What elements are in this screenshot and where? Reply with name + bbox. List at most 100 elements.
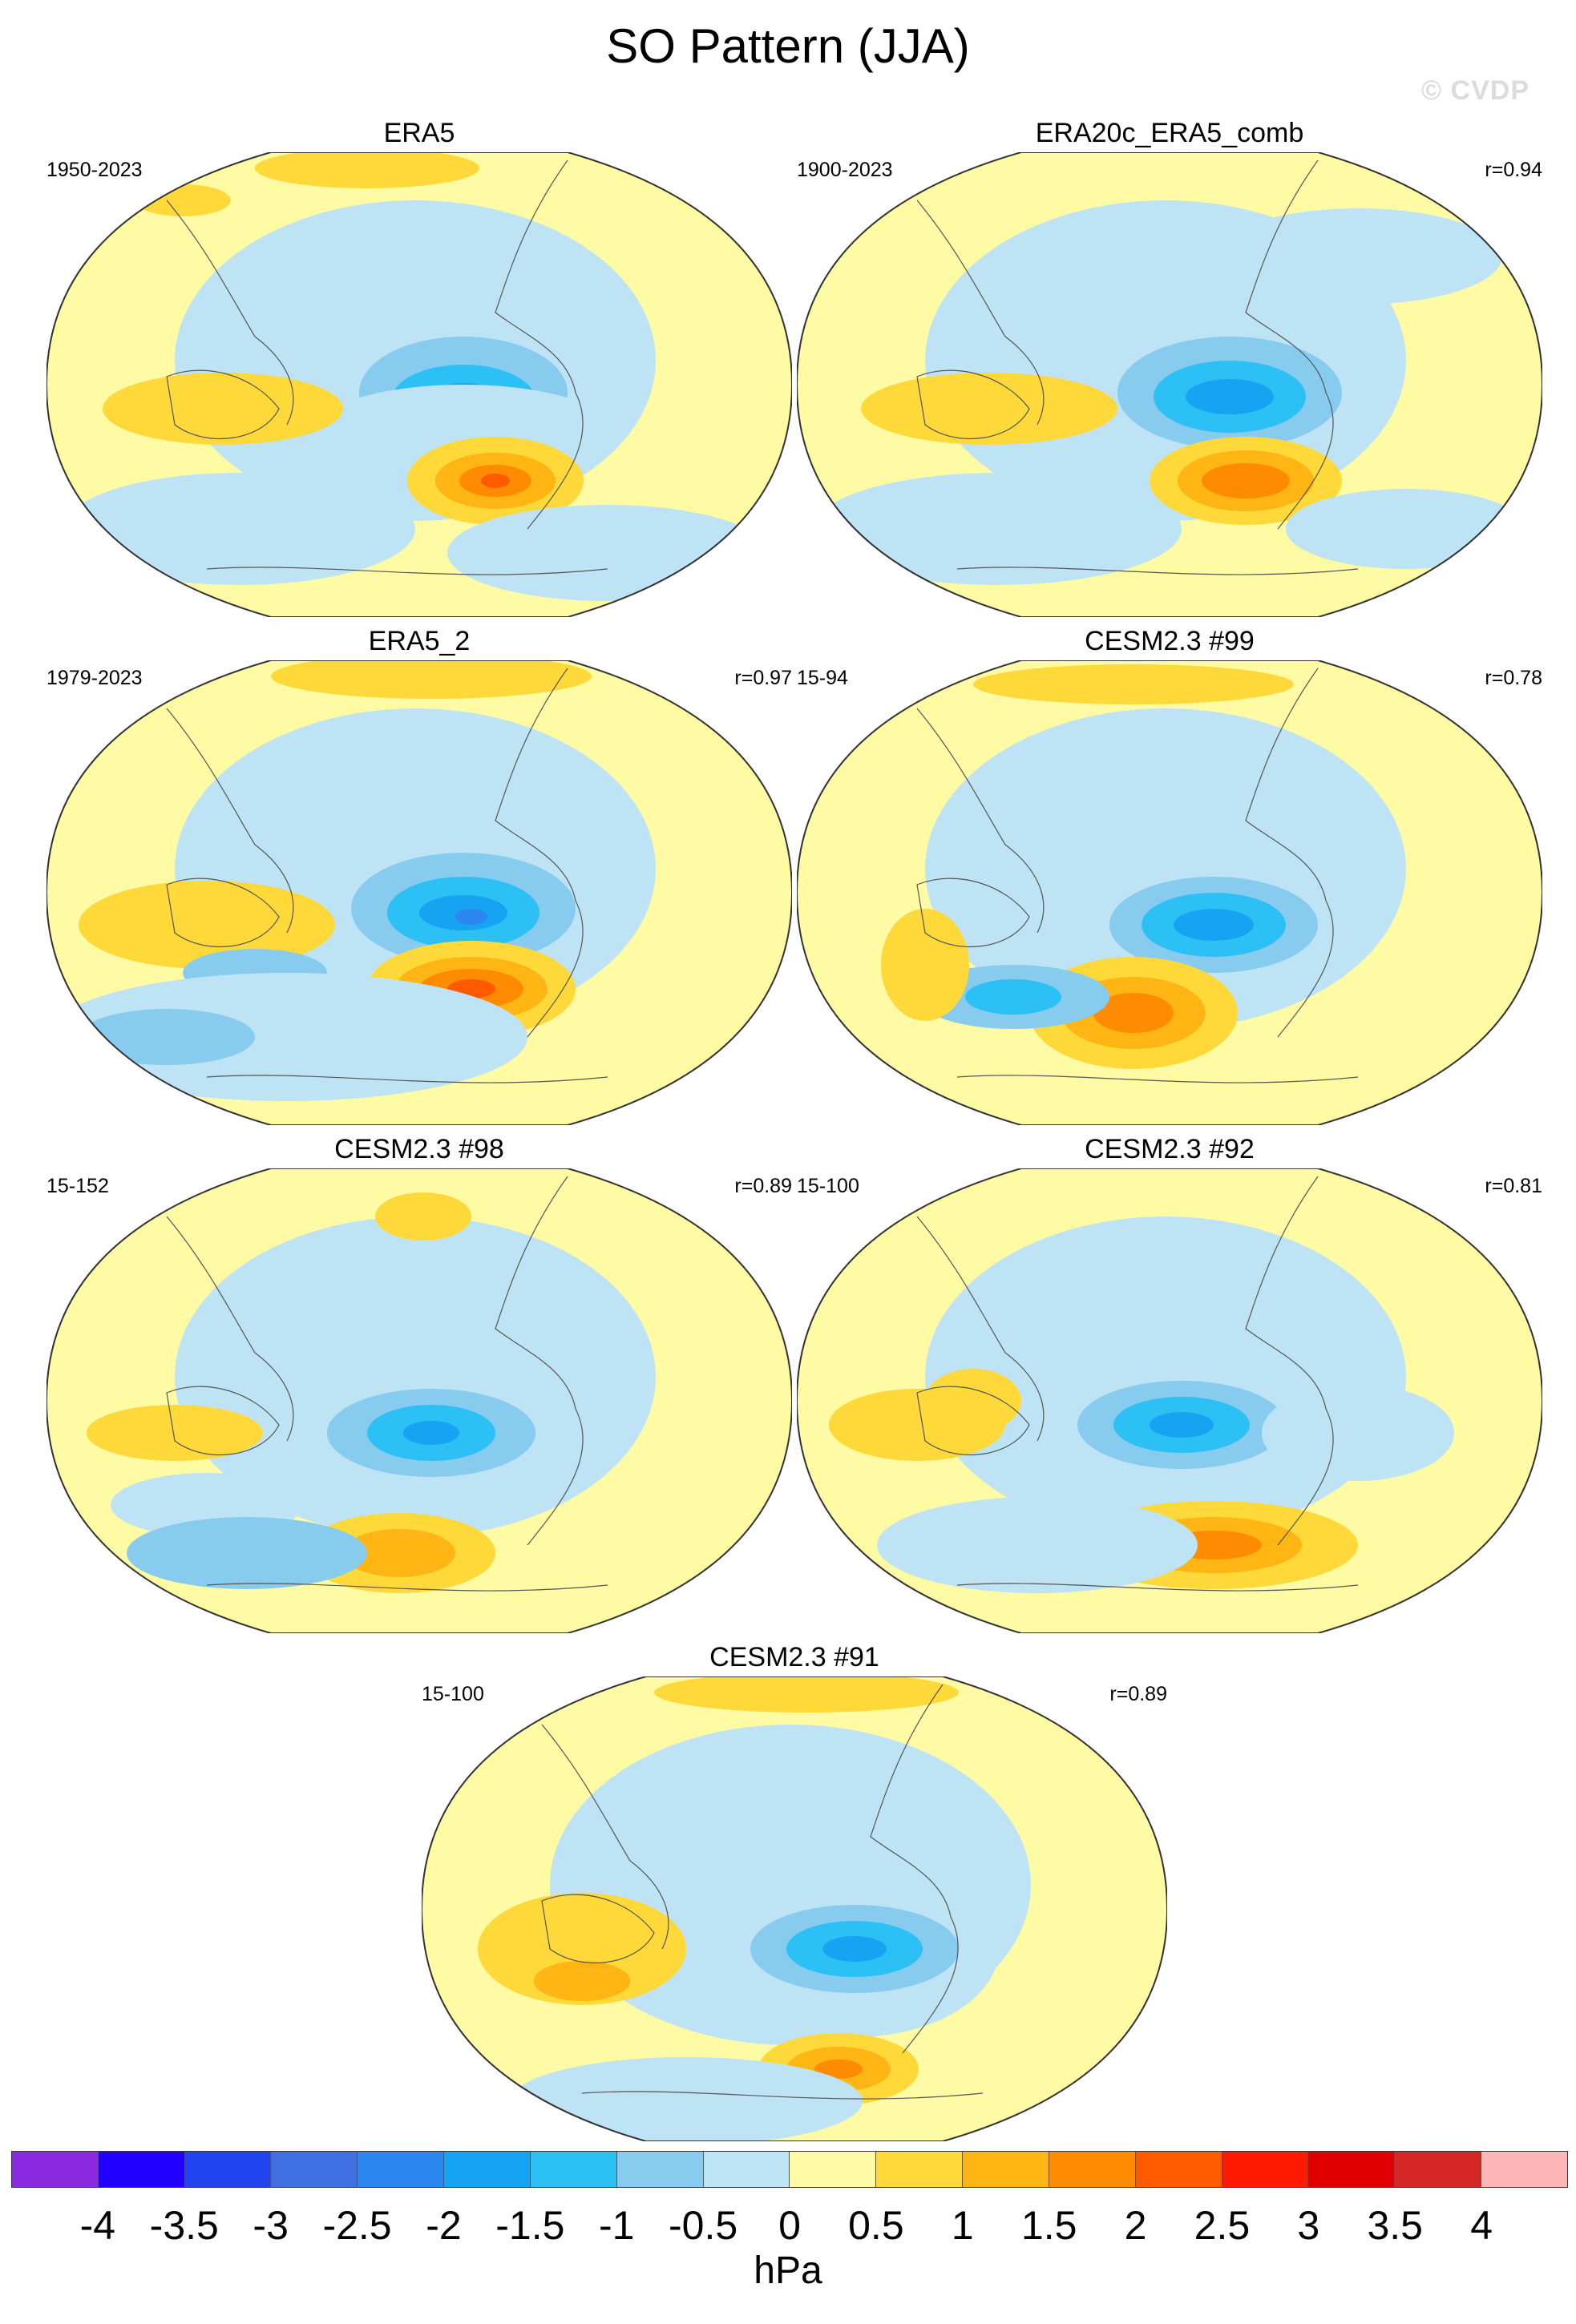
anomaly-contour	[87, 1405, 263, 1461]
anomaly-contour	[375, 1192, 471, 1241]
colorbar-tick-label: -2	[426, 2203, 462, 2248]
colorbar-tick-label: 2	[1124, 2203, 1147, 2248]
anomaly-contour	[481, 474, 510, 488]
anomaly-contour	[1262, 1385, 1454, 1481]
anomaly-contour	[813, 473, 1182, 585]
map-panel-1: ERA5 1950-2023	[46, 117, 792, 630]
colorbar-box	[444, 2152, 531, 2187]
panel-correlation: r=0.81	[1485, 1175, 1542, 1197]
anomaly-contour	[965, 979, 1061, 1015]
map-panel-2: ERA20c_ERA5_comb 1900-2023 r=0.94	[797, 117, 1542, 630]
map-outline	[46, 660, 792, 1125]
anomaly-contour	[103, 373, 343, 445]
panel-years: 15-100	[797, 1175, 859, 1197]
colorbar-box	[703, 2152, 790, 2187]
colorbar-tick-label: 0.5	[848, 2203, 904, 2248]
colorbar-box	[616, 2152, 704, 2187]
map-panel-4: CESM2.3 #99 15-94 r=0.78	[797, 625, 1542, 1138]
so-pattern-map	[46, 660, 792, 1125]
map-panel-5: CESM2.3 #98 15-152 r=0.89	[46, 1133, 792, 1646]
panel-correlation: r=0.89	[734, 1175, 792, 1197]
anomaly-contour	[654, 1676, 959, 1713]
colorbar-box	[530, 2152, 617, 2187]
anomaly-contour	[1214, 208, 1502, 305]
panel-correlation: r=0.94	[1485, 159, 1542, 181]
anomaly-contour	[135, 184, 231, 216]
map-outline	[797, 152, 1542, 617]
colorbar-box	[98, 2152, 185, 2187]
anomaly-contour	[510, 2057, 863, 2141]
panel-title: CESM2.3 #91	[709, 1642, 879, 1672]
colorbar-box	[358, 2152, 445, 2187]
anomaly-contour	[973, 664, 1294, 704]
anomaly-contour	[1093, 993, 1174, 1033]
panel-years: 15-152	[46, 1175, 109, 1197]
colorbar-tick-label: -2.5	[322, 2203, 392, 2248]
coastlines	[916, 1176, 1359, 1592]
anomaly-contour	[877, 1497, 1198, 1593]
colorbar-tick-label: 3.5	[1367, 2203, 1423, 2248]
anomaly-contour	[46, 973, 527, 1101]
so-pattern-map	[797, 1168, 1542, 1633]
anomaly-contour	[1174, 909, 1254, 941]
anomaly-contour	[1202, 463, 1290, 498]
colorbar-box	[12, 2152, 99, 2187]
panel-title: ERA20c_ERA5_comb	[1035, 118, 1304, 148]
anomaly-contour	[822, 1936, 887, 1962]
panel-title: CESM2.3 #98	[334, 1134, 504, 1164]
colorbar-box	[876, 2152, 964, 2187]
colorbar-box	[1222, 2152, 1309, 2187]
panel-years: 1950-2023	[46, 159, 143, 181]
anomaly-contour	[455, 909, 487, 925]
colorbar-tick-label: -1	[598, 2203, 635, 2248]
map-panel-3: ERA5_2 1979-2023 r=0.97	[46, 625, 792, 1138]
colorbar-tick-label: -4	[79, 2203, 116, 2248]
so-pattern-map	[797, 660, 1542, 1125]
anomaly-contour	[1186, 379, 1274, 414]
panel-years: 15-94	[797, 667, 848, 689]
anomaly-contour	[127, 1517, 367, 1589]
so-pattern-map	[46, 152, 792, 617]
colorbar-tick-label: 4	[1470, 2203, 1493, 2248]
anomaly-contour	[447, 505, 768, 601]
colorbar-box	[1481, 2152, 1567, 2187]
map-outline	[422, 1676, 1167, 2141]
anomaly-contour	[271, 660, 592, 699]
anomaly-contour	[925, 1369, 1021, 1433]
anomaly-contour	[1150, 1412, 1214, 1438]
colorbar-tick-label: 0	[778, 2203, 801, 2248]
coastlines	[166, 159, 608, 575]
colorbar	[11, 2151, 1568, 2188]
panel-correlation: r=0.89	[1109, 1683, 1167, 1705]
so-pattern-map	[46, 1168, 792, 1633]
map-panel-6: CESM2.3 #92 15-100 r=0.81	[797, 1133, 1542, 1646]
colorbar-tick-label: -3	[253, 2203, 289, 2248]
map-panel-7: CESM2.3 #91 15-100 r=0.89	[422, 1641, 1167, 2154]
colorbar-tick-label: 1	[951, 2203, 974, 2248]
panel-correlation: r=0.97	[734, 667, 792, 689]
panel-years: 15-100	[422, 1683, 484, 1705]
colorbar-tick-label: -0.5	[669, 2203, 738, 2248]
anomaly-contour	[861, 373, 1117, 445]
colorbar-box	[790, 2152, 877, 2187]
map-outline	[797, 660, 1542, 1125]
coastlines	[166, 668, 608, 1083]
colorbar-tick-label: -3.5	[149, 2203, 219, 2248]
anomaly-contour	[881, 909, 969, 1021]
coastlines	[166, 1176, 608, 1592]
panel-years: 1900-2023	[797, 159, 893, 181]
map-outline	[46, 152, 792, 617]
colorbar-units: hPa	[754, 2249, 822, 2292]
panel-title: ERA5_2	[368, 626, 471, 656]
colorbar-box	[1308, 2152, 1396, 2187]
anomaly-contour	[63, 473, 415, 585]
anomaly-contour	[255, 152, 479, 188]
anomaly-contour	[534, 1961, 630, 2001]
colorbar-tick-label: 1.5	[1020, 2203, 1077, 2248]
panel-title: CESM2.3 #99	[1085, 626, 1255, 656]
colorbar-box	[184, 2152, 272, 2187]
anomaly-contour	[478, 1893, 686, 2005]
coastlines	[916, 668, 1359, 1083]
panel-title: CESM2.3 #92	[1085, 1134, 1255, 1164]
so-pattern-map	[422, 1676, 1167, 2141]
